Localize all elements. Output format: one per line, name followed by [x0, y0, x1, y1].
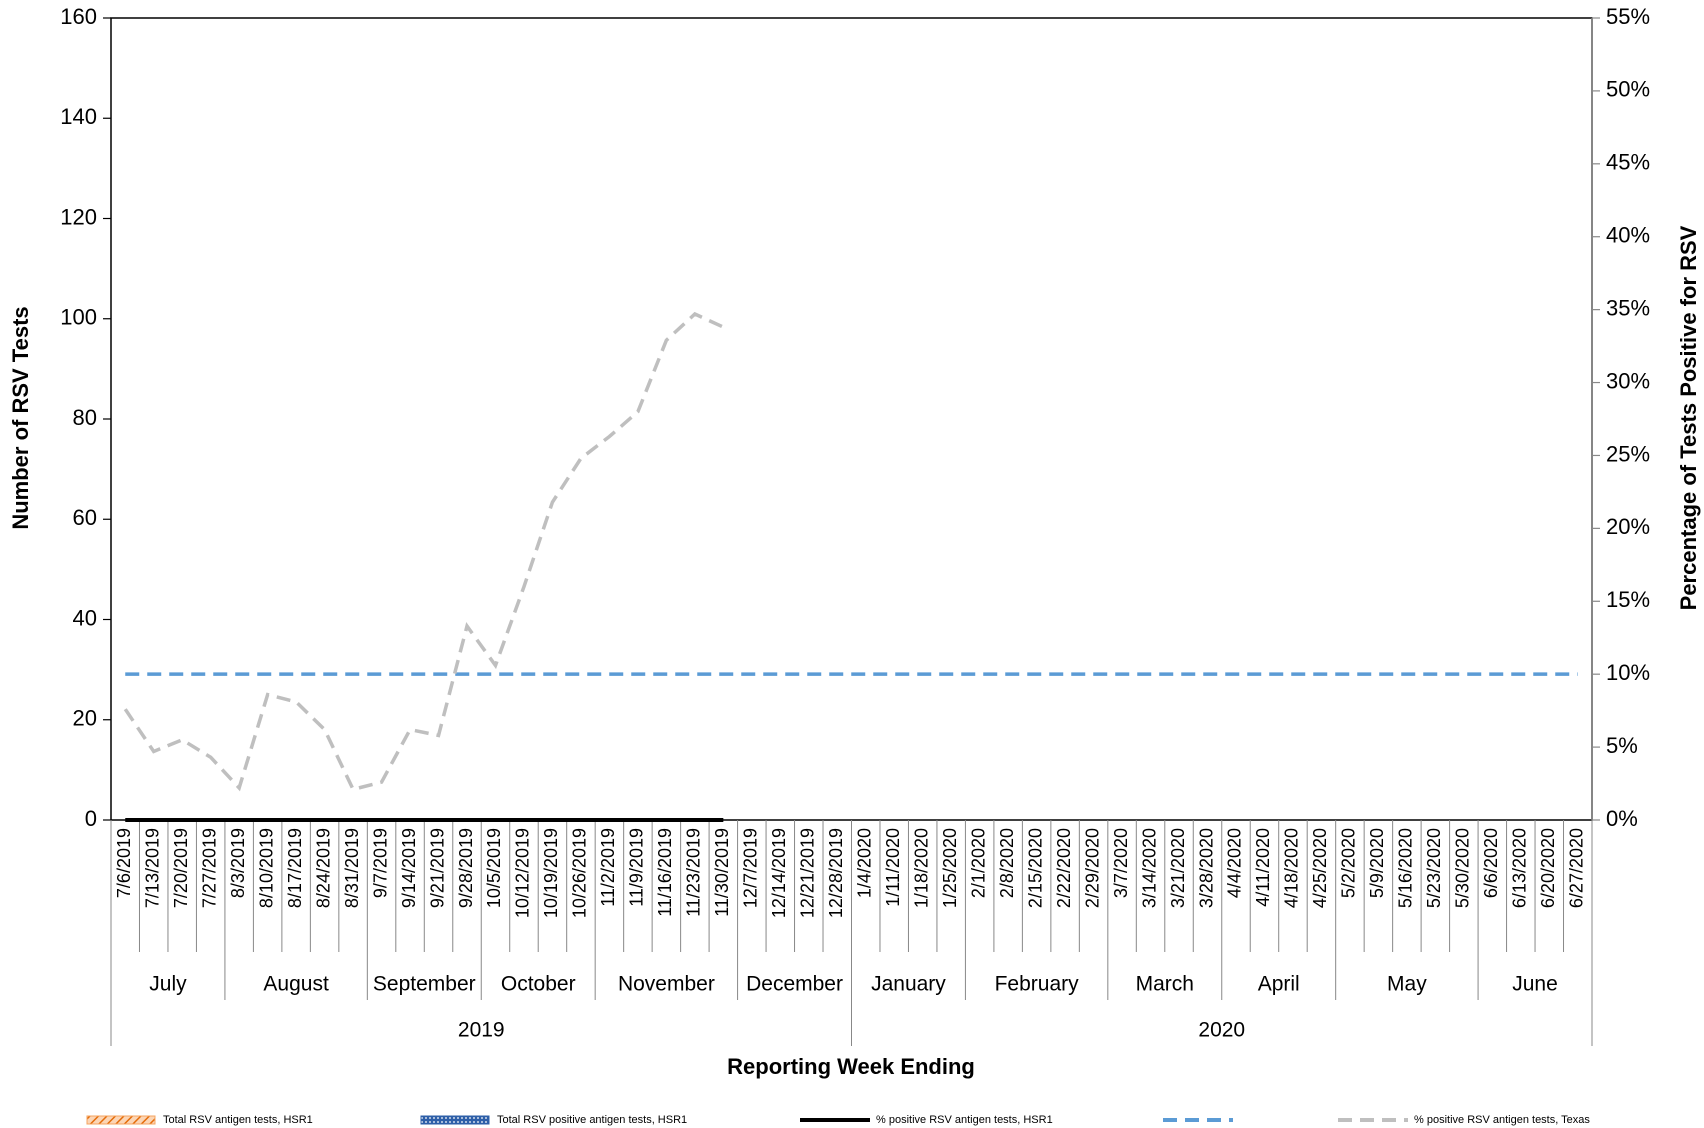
- y2-tick-label: 55%: [1606, 4, 1650, 29]
- y2-tick-label: 0%: [1606, 806, 1638, 831]
- x-tick-label: 1/11/2020: [883, 828, 903, 907]
- x-tick-label: 2/15/2020: [1025, 828, 1045, 908]
- x-tick-label: 4/11/2020: [1253, 828, 1273, 907]
- legend-swatch: [420, 1115, 490, 1125]
- x-tick-label: 9/28/2019: [456, 828, 476, 908]
- y-tick-label: 140: [60, 104, 97, 129]
- y2-tick-label: 35%: [1606, 295, 1650, 320]
- x-tick-label: 2/29/2020: [1082, 828, 1102, 908]
- x-tick-label: 11/30/2019: [712, 828, 732, 917]
- x-tick-label: 4/25/2020: [1310, 828, 1330, 908]
- month-label: November: [618, 973, 715, 996]
- x-tick-label: 6/20/2020: [1538, 828, 1558, 908]
- x-tick-label: 11/2/2019: [598, 828, 618, 907]
- y-tick-label: 80: [73, 405, 97, 430]
- x-tick-label: 2/1/2020: [968, 828, 988, 898]
- y-tick-label: 0: [85, 806, 97, 831]
- x-tick-label: 10/5/2019: [484, 828, 504, 908]
- x-tick-label: 12/28/2019: [826, 828, 846, 918]
- y2-tick-label: 45%: [1606, 150, 1650, 175]
- y2-tick-label: 5%: [1606, 733, 1638, 758]
- y-tick-label: 40: [73, 605, 97, 630]
- x-tick-label: 11/9/2019: [627, 828, 647, 907]
- legend-label: % positive RSV antigen tests, Texas: [1414, 1114, 1590, 1126]
- y-axis-title: Number of RSV Tests: [8, 306, 33, 529]
- legend-label: Total RSV antigen tests, HSR1: [163, 1114, 313, 1126]
- y-tick-label: 100: [60, 305, 97, 330]
- x-tick-label: 6/13/2020: [1510, 828, 1530, 908]
- x-tick-label: 12/14/2019: [769, 828, 789, 918]
- y-tick-label: 120: [60, 204, 97, 229]
- month-label: April: [1258, 973, 1300, 996]
- x-tick-label: 2/22/2020: [1054, 828, 1074, 908]
- x-tick-label: 8/17/2019: [285, 828, 305, 908]
- x-tick-label: 8/24/2019: [313, 828, 333, 908]
- x-tick-label: 4/18/2020: [1282, 828, 1302, 908]
- x-tick-label: 9/21/2019: [427, 828, 447, 908]
- x-tick-label: 5/2/2020: [1339, 828, 1359, 898]
- y-tick-label: 160: [60, 4, 97, 29]
- x-axis-title: Reporting Week Ending: [727, 1054, 975, 1079]
- x-tick-label: 11/23/2019: [684, 828, 704, 917]
- x-tick-label: 5/9/2020: [1367, 828, 1387, 898]
- x-tick-label: 3/21/2020: [1168, 828, 1188, 908]
- y2-tick-label: 10%: [1606, 660, 1650, 685]
- x-tick-label: 7/20/2019: [171, 828, 191, 908]
- month-label: September: [373, 973, 476, 996]
- x-tick-label: 1/18/2020: [911, 828, 931, 908]
- year-label: 2020: [1198, 1019, 1245, 1042]
- y2-tick-label: 30%: [1606, 368, 1650, 393]
- x-tick-label: 6/6/2020: [1481, 828, 1501, 898]
- legend-label: % positive RSV antigen tests, HSR1: [876, 1114, 1053, 1126]
- x-tick-label: 9/7/2019: [370, 828, 390, 898]
- x-tick-label: 10/19/2019: [541, 828, 561, 918]
- x-tick-label: 1/4/2020: [854, 828, 874, 898]
- x-tick-label: 5/30/2020: [1453, 828, 1473, 908]
- x-tick-label: 3/14/2020: [1139, 828, 1159, 908]
- y2-tick-label: 50%: [1606, 77, 1650, 102]
- legend-label: Total RSV positive antigen tests, HSR1: [497, 1114, 687, 1126]
- y2-tick-label: 25%: [1606, 441, 1650, 466]
- x-tick-label: 9/14/2019: [399, 828, 419, 908]
- x-tick-label: 8/31/2019: [342, 828, 362, 908]
- x-tick-label: 11/16/2019: [655, 828, 675, 917]
- y-tick-label: 20: [73, 706, 97, 731]
- x-tick-label: 7/13/2019: [142, 828, 162, 908]
- x-tick-label: 10/12/2019: [513, 828, 533, 918]
- year-label: 2019: [458, 1019, 505, 1042]
- y2-tick-label: 40%: [1606, 223, 1650, 248]
- x-tick-label: 1/25/2020: [940, 828, 960, 908]
- plot-frame: [110, 17, 1593, 821]
- x-tick-label: 5/23/2020: [1424, 828, 1444, 908]
- y2-tick-label: 20%: [1606, 514, 1650, 539]
- x-tick-label: 4/4/2020: [1225, 828, 1245, 898]
- line-series: [123, 311, 725, 792]
- month-label: March: [1136, 973, 1194, 996]
- x-tick-label: 12/21/2019: [798, 828, 818, 918]
- month-label: December: [746, 973, 843, 996]
- x-tick-label: 6/27/2020: [1567, 828, 1587, 908]
- x-tick-label: 3/7/2020: [1111, 828, 1131, 898]
- x-tick-label: 8/3/2019: [228, 828, 248, 898]
- month-label: August: [263, 973, 329, 996]
- month-label: January: [871, 973, 946, 996]
- x-tick-label: 5/16/2020: [1396, 828, 1416, 908]
- month-label: June: [1512, 973, 1558, 996]
- x-tick-label: 7/27/2019: [199, 828, 219, 908]
- month-label: October: [501, 973, 576, 996]
- month-label: May: [1387, 973, 1427, 996]
- month-label: July: [149, 973, 187, 996]
- x-tick-label: 10/26/2019: [570, 828, 590, 918]
- month-label: February: [995, 973, 1080, 996]
- x-tick-label: 12/7/2019: [741, 828, 761, 908]
- legend-swatch: [86, 1115, 156, 1125]
- x-tick-label: 2/8/2020: [997, 828, 1017, 898]
- y2-axis-title: Percentage of Tests Positive for RSV: [1676, 225, 1701, 610]
- y2-tick-label: 15%: [1606, 587, 1650, 612]
- y-tick-label: 60: [73, 505, 97, 530]
- x-tick-label: 8/10/2019: [256, 828, 276, 908]
- x-tick-label: 3/28/2020: [1196, 828, 1216, 908]
- x-tick-label: 7/6/2019: [114, 828, 134, 898]
